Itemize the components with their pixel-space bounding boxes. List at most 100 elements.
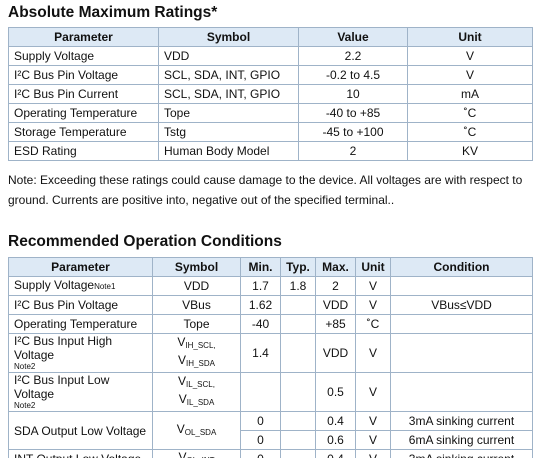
symbol-cell: VOL_INT	[152, 449, 241, 458]
parameter-cell: SDA Output Low Voltage	[8, 411, 153, 450]
min: 1.4	[252, 346, 269, 360]
symbol-line: VIH_SCL,	[158, 335, 235, 353]
cell	[280, 449, 316, 458]
max: 0.4	[327, 452, 344, 458]
condition: 3mA sinking current	[409, 452, 514, 458]
cell: ˚C	[407, 103, 533, 123]
row: 0 0.6 V 6mA sinking current	[9, 430, 533, 450]
header-cell: Symbol	[152, 257, 241, 277]
cell: 0.4	[315, 449, 356, 458]
symbol-line: VIH_SDA	[158, 353, 235, 371]
cell: 0.6	[315, 430, 356, 450]
note: Note: Exceeding these ratings could caus…	[8, 173, 523, 207]
cell: 0	[240, 430, 281, 450]
cell: -40 to +85	[298, 103, 408, 123]
row: Supply VoltageNote1 VDD 1.7 1.8 2 V	[8, 276, 533, 296]
header-cell: Unit	[355, 257, 391, 277]
unit: V	[368, 346, 377, 360]
cell: ˚C	[407, 122, 533, 142]
row: Operating Temperature Tope -40 to +85 ˚C	[8, 103, 533, 123]
header-cell: Unit	[407, 27, 533, 47]
symbol: V	[177, 335, 186, 349]
cell: 2.2	[298, 46, 408, 66]
parameter: Operating Temperature	[14, 317, 138, 331]
cell: -45 to +100	[298, 122, 408, 142]
unit: V	[368, 433, 377, 447]
header-row: Parameter Symbol Value Unit	[8, 27, 533, 47]
cell: 0.4	[315, 411, 356, 431]
cell: 1.62	[240, 295, 281, 315]
symbol: V	[178, 392, 187, 406]
parameter: I²C Bus Pin Voltage	[14, 298, 119, 312]
cell: ˚C	[355, 314, 391, 334]
header-cell: Parameter	[8, 27, 159, 47]
cell: SCL, SDA, INT, GPIO	[158, 84, 299, 104]
row: Supply Voltage VDD 2.2 V	[8, 46, 533, 66]
parameter-cell: I²C Bus Input High Voltage Note2	[8, 333, 153, 373]
symbol-line: VIL_SCL,	[158, 374, 235, 392]
symbol: V	[176, 421, 185, 436]
parameter-cell: Supply VoltageNote1	[8, 276, 153, 296]
min: -40	[251, 317, 270, 331]
symbol-sub: OL_INT	[187, 456, 215, 458]
cell: 3mA sinking current	[390, 449, 533, 458]
header-row: Parameter Symbol Min. Typ. Max. Unit Condition	[8, 257, 533, 277]
cell: Tope	[158, 103, 299, 123]
cell	[390, 314, 533, 334]
max: +85	[325, 317, 346, 331]
cell	[280, 430, 316, 450]
max: 2	[332, 279, 339, 293]
section-title: Absolute Maximum Ratings*	[8, 4, 218, 21]
parameter-cell: Operating Temperature	[8, 314, 153, 334]
cell: 0.5	[315, 372, 356, 412]
min: 1.62	[248, 298, 273, 312]
cell: Human Body Model	[158, 141, 299, 161]
min: 0	[257, 433, 264, 447]
symbol-line: VOL_INT	[158, 450, 235, 458]
cell: VDD	[315, 333, 356, 373]
symbol: V	[178, 374, 187, 388]
header-cell: Max.	[315, 257, 356, 277]
recommended-table: Parameter Symbol Min. Typ. Max. Unit Condition…	[8, 257, 533, 458]
parameter: I²C Bus Input High Voltage	[14, 334, 113, 362]
cell: 3mA sinking current	[390, 411, 533, 431]
cell	[390, 276, 533, 296]
parameter: I²C Bus Input Low Voltage	[14, 373, 110, 401]
max: VDD	[322, 298, 349, 312]
symbol-sub: OL_SDA	[184, 427, 217, 437]
cell: 2	[298, 141, 408, 161]
parameter: Supply Voltage	[14, 278, 95, 292]
note-ref: Note1	[94, 282, 116, 291]
header-cell: Condition	[390, 257, 533, 277]
cell: V	[355, 430, 391, 450]
cell: ESD Rating	[8, 141, 159, 161]
symbol: V	[178, 450, 187, 458]
min: 1.7	[252, 279, 269, 293]
symbol-cell: VIH_SCL, VIH_SDA	[152, 333, 241, 373]
max: 0.6	[327, 433, 344, 447]
symbol-cell: Tope	[152, 314, 241, 334]
cell: V	[407, 46, 533, 66]
row: ESD Rating Human Body Model 2 KV	[8, 141, 533, 161]
symbol-cell: VDD	[152, 276, 241, 296]
symbol: V	[178, 353, 187, 367]
cell: Tstg	[158, 122, 299, 142]
cell: V	[355, 276, 391, 296]
symbol-sub: IL_SDA	[186, 398, 215, 407]
cell: V	[355, 372, 391, 412]
cell: -40	[240, 314, 281, 334]
cell: V	[355, 333, 391, 373]
cell	[280, 411, 316, 431]
symbol-sub: IL_SCL,	[186, 380, 215, 389]
cell: I²C Bus Pin Current	[8, 84, 159, 104]
unit: V	[368, 298, 377, 312]
header-cell: Typ.	[280, 257, 316, 277]
symbol-cell: VBus	[152, 295, 241, 315]
section-title: Recommended Operation Conditions	[8, 233, 282, 250]
parameter-cell: INT Output Low Voltage	[8, 449, 153, 458]
abs-max-table: Parameter Symbol Value Unit Supply Voltage VD…	[8, 27, 533, 161]
parameter: INT Output Low Voltage	[14, 452, 141, 458]
symbol: Tope	[183, 317, 210, 331]
